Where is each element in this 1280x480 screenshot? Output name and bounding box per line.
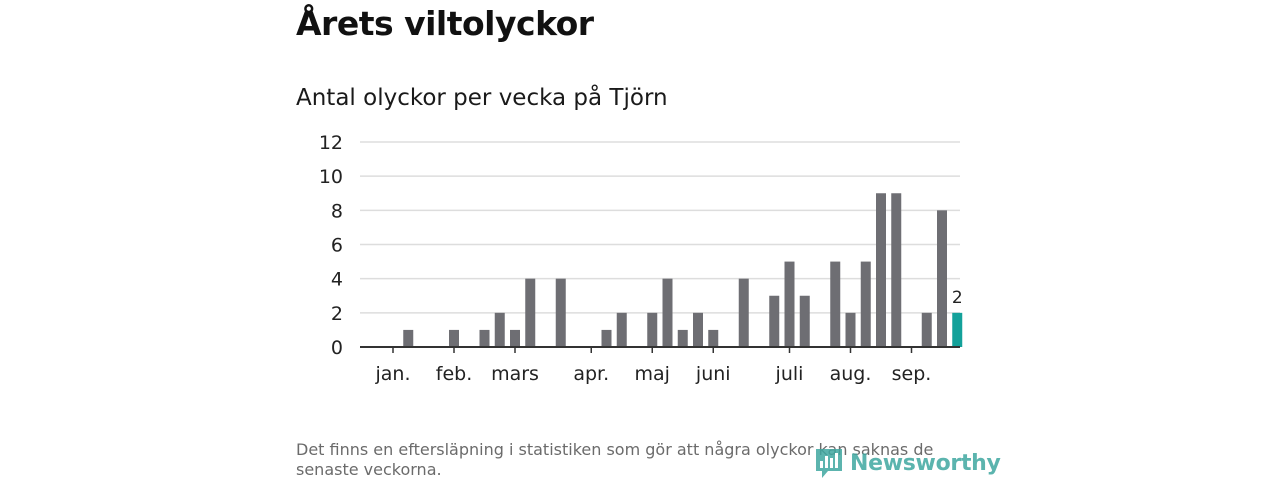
- bar-highlighted: [952, 312, 963, 347]
- x-tick-label: juni: [695, 363, 731, 385]
- bars: [403, 193, 963, 347]
- bar: [738, 278, 749, 347]
- bar: [449, 329, 459, 347]
- bar: [662, 278, 673, 347]
- x-tick-label: mars: [491, 363, 539, 385]
- bar: [891, 193, 902, 347]
- logo-text: Newsworthy: [850, 450, 1001, 476]
- y-axis-tick-labels: 0 2 4 6 8 10 12: [319, 132, 343, 359]
- bar: [616, 312, 627, 347]
- y-tick-label: 6: [331, 235, 343, 257]
- chart-title: Årets viltolyckor: [296, 4, 594, 43]
- x-tick-label: aug.: [830, 363, 872, 385]
- x-tick-label: feb.: [436, 363, 472, 385]
- bar: [708, 329, 719, 347]
- bar-chart-speech-bubble-icon: [816, 449, 842, 478]
- bar: [845, 312, 856, 347]
- bar: [677, 329, 688, 347]
- bar: [403, 329, 414, 347]
- bar: [860, 261, 871, 347]
- x-tick-label: maj: [635, 363, 670, 385]
- gridlines: [360, 141, 960, 314]
- bar: [647, 312, 658, 347]
- bar: [799, 295, 810, 347]
- x-tick-label: sep.: [892, 363, 932, 385]
- x-tick-label: apr.: [573, 363, 609, 385]
- bar: [937, 210, 947, 347]
- bar: [479, 329, 490, 347]
- bar: [784, 261, 795, 347]
- data-label: 2: [952, 288, 963, 308]
- x-axis-month-labels: jan. feb. mars apr. maj juni juli aug. sep.: [374, 347, 931, 385]
- data-labels: 2: [952, 288, 963, 308]
- newsworthy-logo: Newsworthy: [814, 446, 1001, 480]
- bar: [494, 312, 505, 347]
- y-tick-label: 12: [319, 132, 343, 154]
- bar: [525, 278, 536, 347]
- bar: [921, 312, 932, 347]
- x-tick-label: juli: [775, 363, 804, 385]
- bar: [876, 193, 886, 347]
- bar: [693, 312, 703, 347]
- footnote: Det finns en eftersläpning i statistiken…: [296, 440, 934, 479]
- y-tick-label: 4: [331, 269, 343, 291]
- bar: [510, 329, 520, 347]
- y-tick-label: 2: [331, 303, 343, 325]
- bar: [601, 329, 612, 347]
- y-tick-label: 10: [319, 166, 343, 188]
- y-tick-label: 8: [331, 200, 343, 222]
- chart-subtitle: Antal olyckor per vecka på Tjörn: [296, 85, 668, 111]
- bar: [769, 295, 780, 347]
- bar: [555, 278, 566, 347]
- y-tick-label: 0: [331, 337, 343, 359]
- bar: [830, 261, 841, 347]
- x-tick-label: jan.: [374, 363, 410, 385]
